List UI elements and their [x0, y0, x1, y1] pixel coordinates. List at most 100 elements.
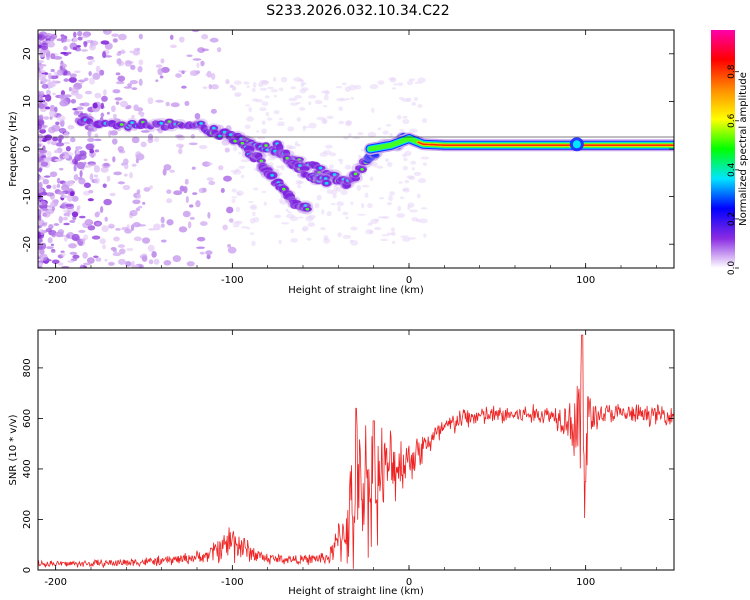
noise-speck [235, 206, 241, 213]
noise-speck [51, 206, 56, 212]
noise-speck [178, 226, 188, 233]
noise-speck [326, 115, 334, 120]
noise-speck [62, 216, 69, 221]
noise-speck [125, 106, 131, 110]
noise-speck [49, 171, 58, 178]
noise-speck [407, 237, 417, 240]
noise-speck [43, 35, 52, 40]
ridge-core [360, 168, 364, 171]
noise-speck [155, 64, 163, 68]
noise-speck [69, 191, 75, 197]
noise-speck [114, 97, 123, 101]
noise-speck [160, 239, 167, 243]
noise-speck [192, 58, 202, 61]
noise-speck [175, 73, 182, 78]
noise-speck [38, 157, 45, 163]
noise-speck [113, 236, 120, 242]
noise-speck [248, 200, 254, 204]
noise-speck [404, 179, 410, 184]
noise-speck [100, 40, 110, 45]
noise-speck [142, 201, 146, 205]
noise-speck [38, 175, 41, 182]
noise-speck [77, 30, 83, 37]
noise-speck [41, 83, 49, 89]
noise-speck [316, 116, 326, 121]
noise-speck [84, 218, 93, 225]
noise-speck [93, 174, 99, 178]
y-tick-label: 800 [22, 358, 33, 377]
noise-speck [261, 190, 267, 194]
noise-speck [336, 201, 344, 207]
noise-speck [297, 216, 304, 219]
noise-speck [316, 194, 322, 201]
noise-speck [121, 162, 125, 166]
noise-speck [115, 81, 125, 85]
noise-speck [207, 211, 211, 219]
noise-speck [129, 172, 134, 179]
noise-speck [67, 210, 71, 218]
noise-speck [390, 227, 396, 232]
y-tick-label: -10 [22, 188, 33, 204]
ridge-core [119, 123, 124, 126]
noise-speck [147, 244, 155, 252]
noise-speck [231, 87, 237, 91]
noise-speck [125, 261, 132, 267]
noise-speck [101, 225, 109, 233]
noise-speck [38, 72, 44, 80]
noise-speck [60, 51, 68, 55]
noise-speck [411, 217, 419, 222]
noise-speck [60, 195, 69, 199]
noise-speck [42, 157, 52, 163]
ridge-core [572, 140, 581, 149]
noise-speck [401, 98, 410, 102]
noise-speck [38, 123, 42, 130]
noise-speck [112, 248, 117, 253]
noise-speck [178, 144, 184, 149]
colorbar-gradient [711, 30, 735, 268]
noise-speck [231, 198, 236, 204]
ridge-core [317, 171, 321, 175]
noise-speck [68, 86, 72, 92]
noise-speck [140, 129, 150, 133]
noise-speck [38, 246, 44, 250]
noise-speck [104, 258, 108, 262]
snr-ylabel: SNR (10 * v/v) [8, 414, 19, 485]
noise-speck [139, 112, 145, 118]
noise-speck [83, 190, 91, 196]
noise-speck [249, 232, 255, 235]
noise-speck [403, 157, 408, 162]
noise-speck [138, 78, 143, 86]
noise-speck [278, 87, 284, 92]
noise-speck [331, 203, 336, 206]
noise-speck [321, 209, 325, 215]
noise-speck [314, 202, 320, 209]
noise-speck [133, 236, 142, 242]
noise-speck [160, 58, 165, 64]
y-tick-label: 400 [22, 459, 33, 478]
noise-speck [118, 59, 122, 67]
noise-speck [192, 192, 198, 195]
noise-speck [95, 65, 101, 73]
ridge-core [199, 122, 203, 125]
noise-speck [72, 46, 78, 51]
ridge-core [259, 159, 264, 163]
noise-speck [137, 224, 147, 227]
noise-speck [402, 165, 409, 171]
noise-speck [298, 107, 306, 111]
noise-speck [38, 224, 43, 229]
noise-speck [66, 51, 72, 55]
noise-speck [117, 75, 126, 82]
noise-speck [83, 41, 88, 48]
noise-speck [251, 87, 256, 93]
noise-speck [340, 189, 348, 196]
noise-speck [109, 130, 118, 136]
noise-speck [300, 82, 304, 88]
ridge-blob [93, 120, 104, 129]
noise-speck [65, 204, 75, 210]
noise-speck [196, 246, 206, 249]
noise-speck [131, 87, 138, 90]
noise-speck [93, 165, 101, 173]
ridge-core [240, 141, 245, 145]
noise-speck [91, 40, 99, 46]
